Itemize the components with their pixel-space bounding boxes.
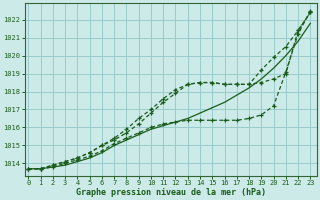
X-axis label: Graphe pression niveau de la mer (hPa): Graphe pression niveau de la mer (hPa) <box>76 188 266 197</box>
